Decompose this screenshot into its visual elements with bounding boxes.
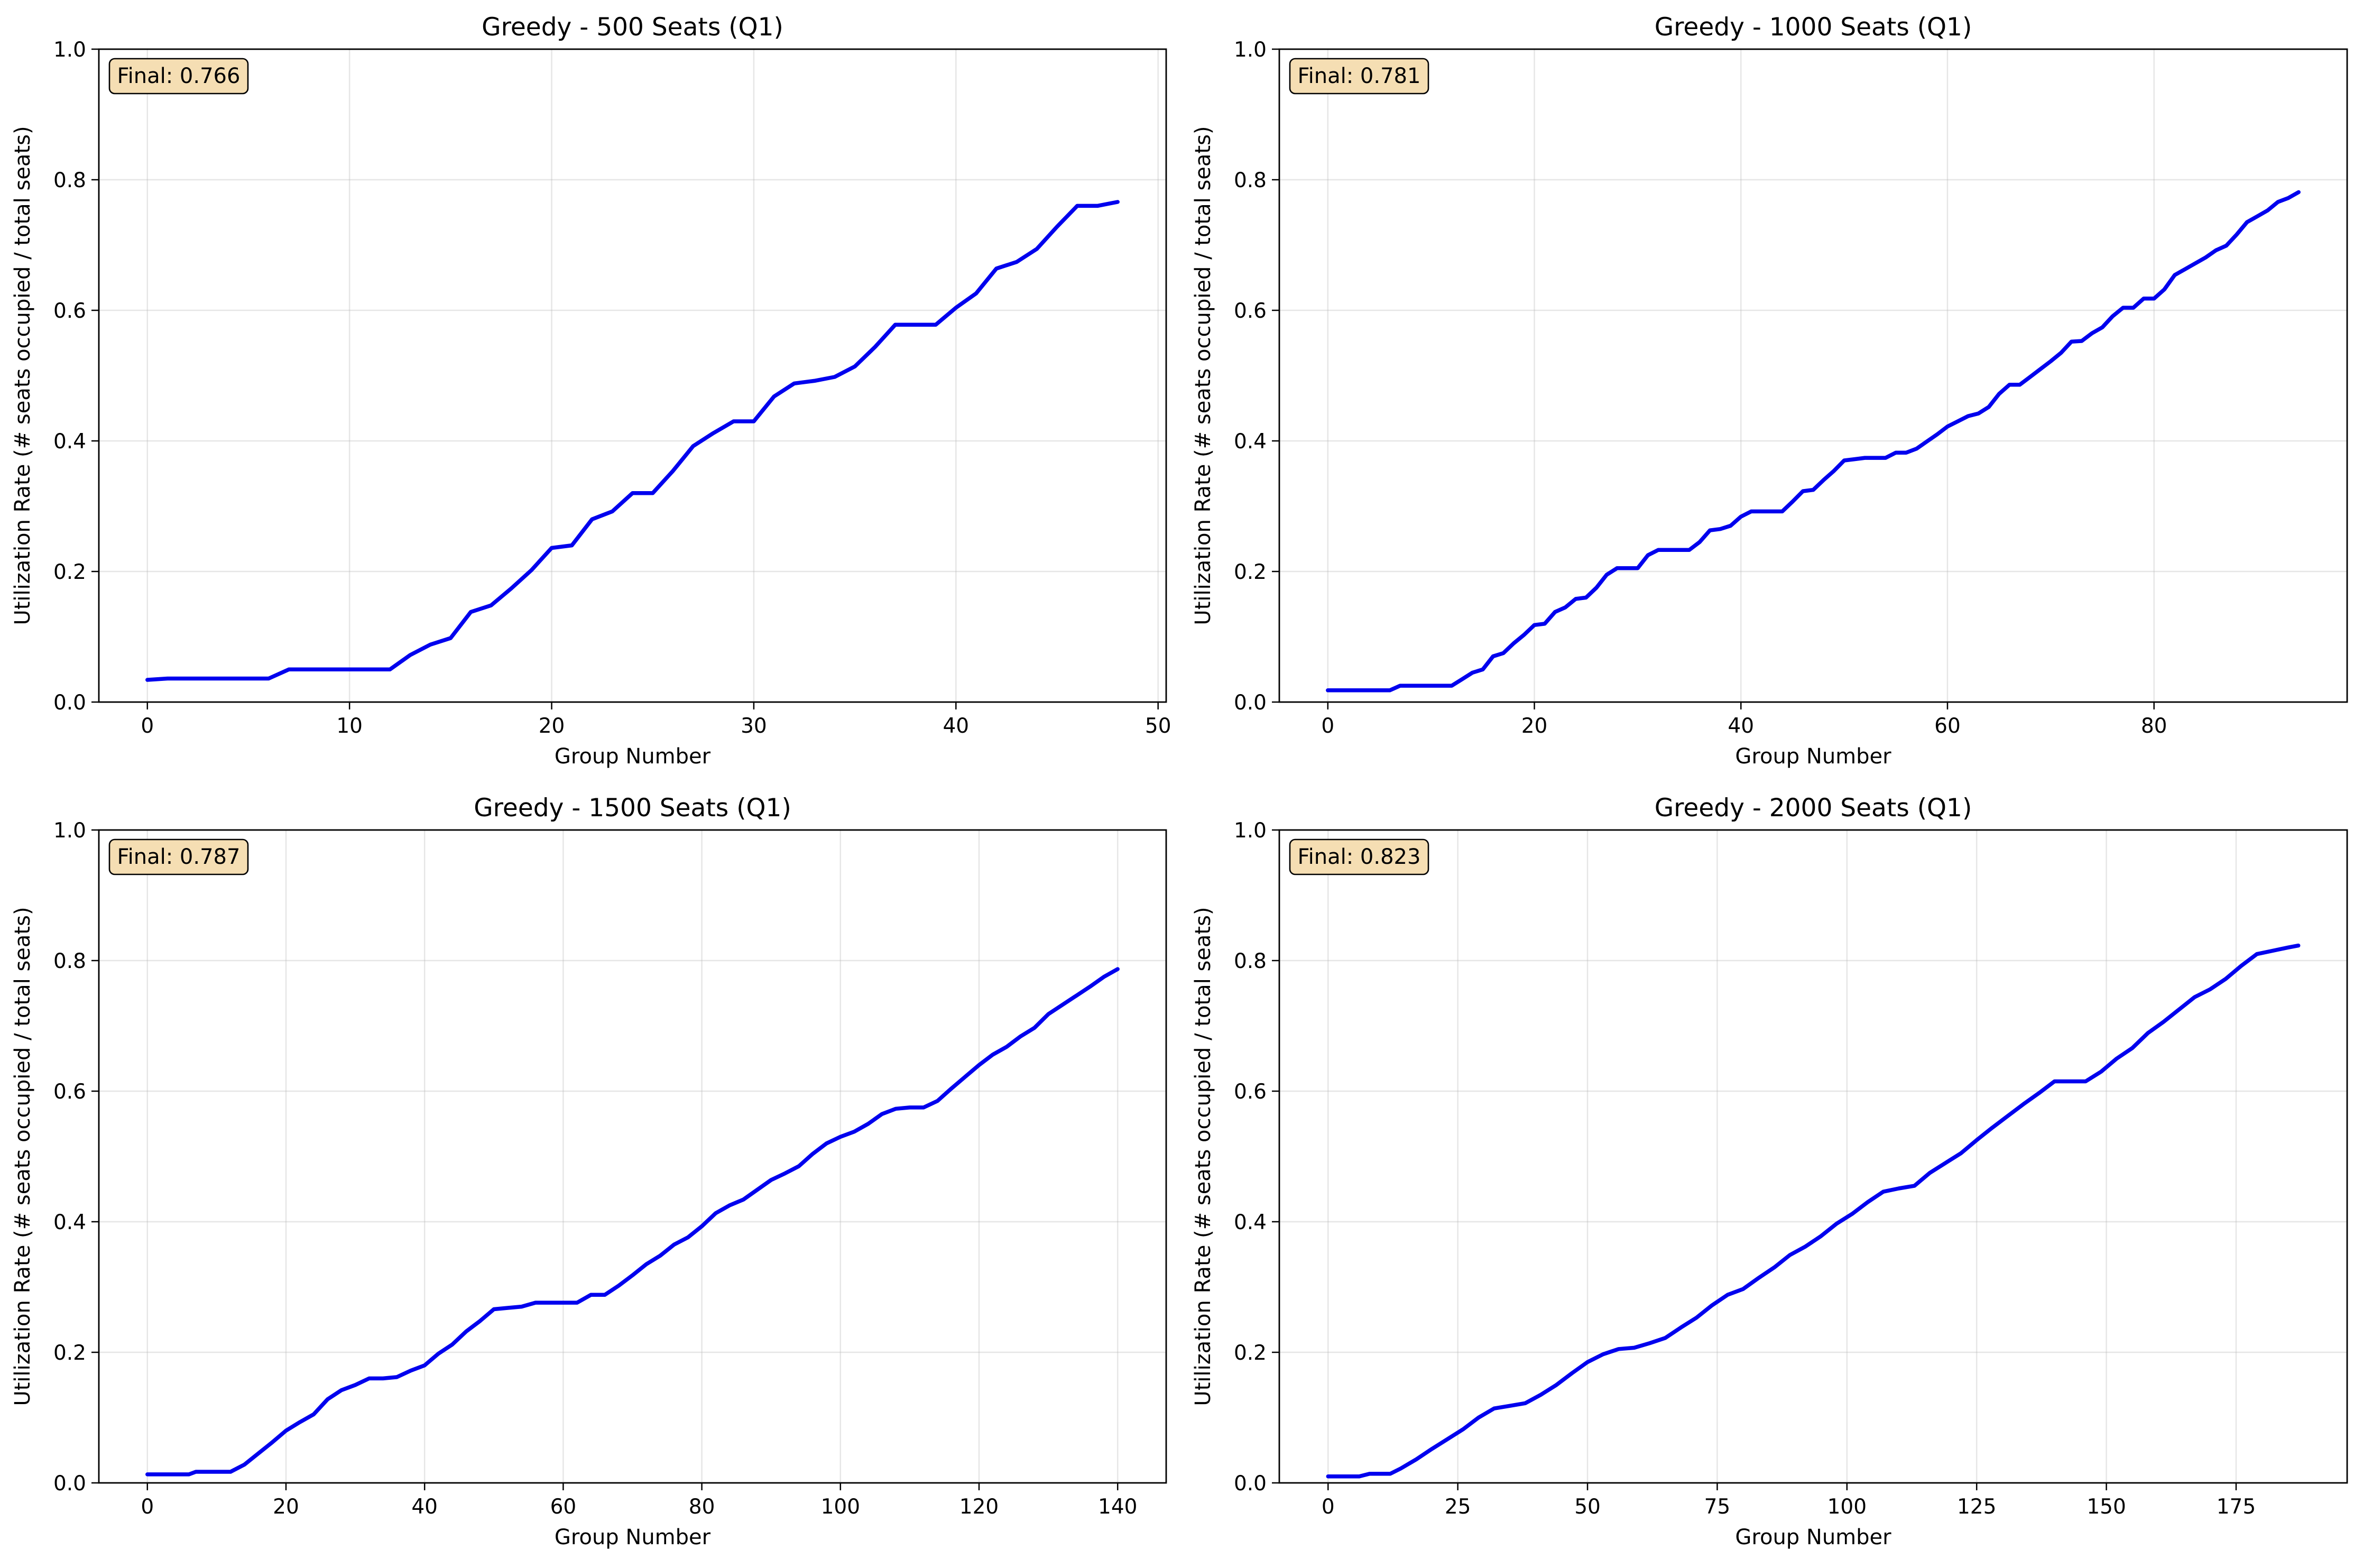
series-line-1 bbox=[1326, 190, 2301, 693]
y-tick-label: 1.0 bbox=[53, 38, 86, 62]
x-tick-label: 40 bbox=[1728, 714, 1754, 738]
plot-frame bbox=[98, 829, 1167, 1484]
plot-frame bbox=[98, 48, 1167, 703]
x-tick-label: 150 bbox=[2087, 1495, 2126, 1519]
y-tick-label: 0.4 bbox=[1234, 1211, 1267, 1234]
x-tick-label: 0 bbox=[141, 1495, 154, 1519]
series-line-1 bbox=[1326, 943, 2301, 1479]
x-tick-label: 75 bbox=[1704, 1495, 1731, 1519]
chart-panel-2: 0 20 40 60 80 0.0 0.2 0.4 0.6 0.8 1.0 Greedy - 1000… bbox=[1191, 13, 2348, 769]
y-tick-label: 0.4 bbox=[53, 430, 86, 454]
x-tick-label: 0 bbox=[1321, 714, 1334, 738]
final-value-badge bbox=[1289, 838, 1429, 875]
x-tick-label: 80 bbox=[689, 1495, 715, 1519]
x-tick-label: 120 bbox=[959, 1495, 999, 1519]
x-axis-label: Group Number bbox=[1735, 1525, 1891, 1549]
x-tick-label: 40 bbox=[943, 714, 969, 738]
x-tick-label: 10 bbox=[336, 714, 363, 738]
x-tick-label: 20 bbox=[273, 1495, 299, 1519]
y-tick-label: 0.6 bbox=[53, 1080, 86, 1104]
y-tick-label: 1.0 bbox=[1234, 38, 1267, 62]
final-value-label: Final: 0.781 bbox=[1298, 64, 1421, 88]
x-tick-label: 140 bbox=[1098, 1495, 1137, 1519]
x-tick-label: 125 bbox=[1957, 1495, 1996, 1519]
y-tick-label: 0.0 bbox=[53, 691, 86, 715]
y-tick-label: 0.4 bbox=[1234, 430, 1267, 454]
x-axis-label: Group Number bbox=[555, 1525, 711, 1549]
final-value-badge bbox=[1289, 58, 1429, 95]
y-tick-label: 1.0 bbox=[1234, 819, 1267, 843]
x-axis-label: Group Number bbox=[555, 744, 711, 769]
series-line-1 bbox=[145, 967, 1120, 1477]
final-value-badge bbox=[108, 838, 249, 875]
y-axis-label: Utilization Rate (# seats occupied / tot… bbox=[11, 126, 35, 625]
y-tick-label: 0.0 bbox=[53, 1472, 86, 1496]
chart-panel-4: 0 25 50 75 100 125 150 175 0.0 0.2 0.4 0.6 0.8 1.0 Gre… bbox=[1191, 794, 2348, 1549]
series-line-1 bbox=[145, 200, 1120, 682]
chart-title: Greedy - 1500 Seats (Q1) bbox=[474, 794, 791, 823]
x-tick-label: 40 bbox=[411, 1495, 438, 1519]
chart-panel-3: 0 20 40 60 80 100 120 140 0.0 0.2 0.4 0.6 0.8 1.0 Gree… bbox=[11, 794, 1167, 1549]
x-tick-label: 0 bbox=[141, 714, 154, 738]
plot-frame bbox=[1278, 48, 2348, 703]
chart-title: Greedy - 500 Seats (Q1) bbox=[482, 13, 783, 42]
y-tick-label: 0.8 bbox=[53, 949, 86, 973]
y-axis-label: Utilization Rate (# seats occupied / tot… bbox=[1191, 907, 1215, 1406]
y-tick-label: 0.4 bbox=[53, 1211, 86, 1234]
x-tick-label: 100 bbox=[1827, 1495, 1867, 1519]
y-tick-label: 0.6 bbox=[1234, 299, 1267, 323]
x-tick-label: 60 bbox=[550, 1495, 577, 1519]
y-tick-label: 0.0 bbox=[1234, 1472, 1267, 1496]
chart-title: Greedy - 1000 Seats (Q1) bbox=[1655, 13, 1972, 42]
y-tick-label: 0.8 bbox=[1234, 169, 1267, 192]
y-tick-label: 0.0 bbox=[1234, 691, 1267, 715]
x-tick-label: 80 bbox=[2141, 714, 2167, 738]
y-tick-label: 0.6 bbox=[1234, 1080, 1267, 1104]
x-axis-label: Group Number bbox=[1735, 744, 1891, 769]
y-axis-label: Utilization Rate (# seats occupied / tot… bbox=[11, 907, 35, 1406]
x-tick-label: 175 bbox=[2217, 1495, 2256, 1519]
y-tick-label: 0.2 bbox=[1234, 560, 1267, 584]
y-tick-label: 1.0 bbox=[53, 819, 86, 843]
y-tick-label: 0.8 bbox=[53, 169, 86, 192]
x-tick-label: 20 bbox=[1521, 714, 1548, 738]
x-tick-label: 25 bbox=[1445, 1495, 1471, 1519]
x-tick-label: 50 bbox=[1574, 1495, 1601, 1519]
x-tick-label: 60 bbox=[1934, 714, 1961, 738]
y-tick-label: 0.2 bbox=[53, 1341, 86, 1365]
final-value-label: Final: 0.787 bbox=[117, 845, 241, 869]
chart-panel-1: 0 10 20 30 40 50 0.0 0.2 0.4 0.6 0.8 1.0 Greedy - 50… bbox=[11, 13, 1171, 769]
y-axis-label: Utilization Rate (# seats occupied / tot… bbox=[1191, 126, 1215, 625]
final-value-label: Final: 0.823 bbox=[1298, 845, 1421, 869]
x-tick-label: 100 bbox=[821, 1495, 860, 1519]
x-tick-label: 0 bbox=[1322, 1495, 1335, 1519]
x-tick-label: 20 bbox=[539, 714, 565, 738]
final-value-label: Final: 0.766 bbox=[117, 64, 241, 88]
x-tick-label: 30 bbox=[741, 714, 767, 738]
x-tick-label: 50 bbox=[1145, 714, 1171, 738]
y-tick-label: 0.2 bbox=[1234, 1341, 1267, 1365]
y-tick-label: 0.6 bbox=[53, 299, 86, 323]
plot-frame bbox=[1278, 829, 2348, 1484]
y-tick-label: 0.2 bbox=[53, 560, 86, 584]
chart-title: Greedy - 2000 Seats (Q1) bbox=[1655, 794, 1972, 823]
final-value-badge bbox=[108, 58, 249, 95]
y-tick-label: 0.8 bbox=[1234, 949, 1267, 973]
